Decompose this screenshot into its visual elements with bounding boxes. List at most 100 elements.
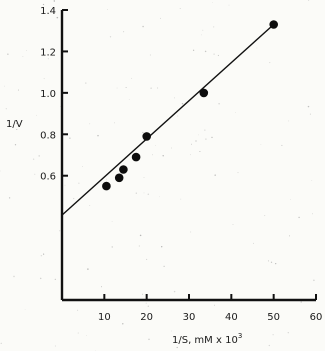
paper-speck	[60, 106, 61, 108]
paper-speck	[56, 16, 59, 19]
paper-speck	[54, 278, 56, 280]
paper-specks	[0, 0, 316, 351]
paper-speck	[155, 145, 156, 146]
paper-speck	[111, 246, 113, 248]
paper-speck	[54, 345, 56, 347]
paper-speck	[150, 87, 152, 89]
paper-speck	[177, 115, 179, 117]
paper-speck	[264, 215, 266, 217]
paper-speck	[122, 323, 124, 325]
paper-speck	[212, 2, 214, 4]
axes: 10 20 30 40 50 60 0.6 0.8 1.0 1.2 1.4	[40, 6, 322, 323]
paper-speck	[14, 144, 17, 146]
paper-speck	[131, 77, 133, 79]
paper-speck	[181, 103, 184, 105]
paper-speck	[309, 113, 311, 115]
fit-line	[61, 23, 275, 216]
x-tick-label: 50	[267, 312, 280, 323]
paper-speck	[143, 192, 145, 194]
paper-speck	[147, 305, 149, 307]
paper-speck	[211, 136, 213, 139]
paper-speck	[235, 111, 236, 113]
paper-speck	[157, 87, 159, 89]
paper-speck	[109, 36, 112, 38]
paper-speck	[308, 0, 310, 2]
paper-speck	[281, 144, 283, 146]
paper-speck	[146, 258, 148, 260]
y-tick-label: 0.8	[40, 130, 56, 141]
paper-speck	[0, 170, 1, 172]
paper-speck	[179, 8, 181, 9]
paper-speck	[20, 124, 22, 126]
paper-speck	[16, 128, 18, 131]
paper-speck	[217, 54, 219, 57]
paper-speck	[77, 332, 79, 334]
paper-speck	[213, 26, 215, 28]
y-tick-label: 1.4	[40, 6, 56, 17]
y-tick-label: 0.6	[40, 172, 56, 183]
paper-speck	[138, 245, 141, 247]
paper-speck	[113, 122, 115, 124]
paper-speck	[270, 261, 273, 263]
paper-speck	[152, 154, 153, 156]
paper-speck	[298, 216, 300, 219]
paper-speck	[123, 31, 125, 33]
paper-speck	[100, 286, 103, 288]
paper-speck	[312, 213, 313, 215]
paper-speck	[307, 105, 310, 108]
paper-speck	[0, 342, 2, 345]
paper-speck	[64, 184, 66, 186]
paper-speck	[192, 49, 195, 51]
paper-speck	[232, 223, 234, 225]
paper-speck	[54, 12, 56, 14]
paper-speck	[142, 293, 144, 295]
paper-speck	[39, 277, 42, 280]
paper-speck	[213, 53, 215, 55]
paper-speck	[300, 301, 302, 303]
paper-speck	[85, 82, 87, 84]
x-tick-label: 30	[183, 312, 196, 323]
paper-speck	[253, 242, 254, 244]
paper-speck	[16, 123, 18, 124]
paper-speck	[13, 275, 15, 278]
paper-speck	[160, 17, 162, 19]
paper-speck	[98, 318, 100, 320]
x-tick-label: 20	[140, 312, 153, 323]
paper-speck	[190, 154, 191, 156]
paper-speck	[40, 254, 43, 257]
paper-speck	[82, 166, 83, 167]
paper-speck	[191, 143, 193, 145]
paper-speck	[125, 87, 127, 89]
paper-speck	[171, 330, 172, 332]
paper-speck	[116, 87, 118, 89]
y-tick-label: 1.2	[40, 47, 56, 58]
x-axis-title-main: 1/S, mM x 10	[172, 335, 238, 346]
paper-speck	[128, 99, 130, 100]
paper-speck	[86, 335, 87, 337]
x-tick-label: 60	[310, 312, 323, 323]
paper-speck	[272, 334, 274, 336]
paper-speck	[176, 346, 178, 349]
paper-speck	[107, 9, 108, 11]
paper-speck	[268, 344, 270, 347]
paper-speck	[89, 123, 91, 125]
paper-speck	[174, 97, 175, 99]
paper-speck	[69, 137, 71, 139]
data-point	[119, 165, 128, 174]
paper-speck	[237, 172, 239, 174]
paper-speck	[256, 47, 258, 49]
data-point	[102, 181, 111, 191]
paper-speck	[204, 50, 207, 53]
paper-speck	[199, 150, 201, 153]
y-tick-label: 1.0	[40, 89, 56, 100]
paper-speck	[32, 158, 35, 160]
paper-speck	[145, 302, 147, 304]
data-point	[199, 88, 209, 98]
paper-speck	[218, 103, 220, 105]
paper-speck	[214, 174, 216, 176]
paper-speck	[77, 309, 79, 311]
fit-line-layer	[61, 23, 275, 216]
data-point	[131, 152, 141, 162]
paper-speck	[89, 205, 91, 206]
